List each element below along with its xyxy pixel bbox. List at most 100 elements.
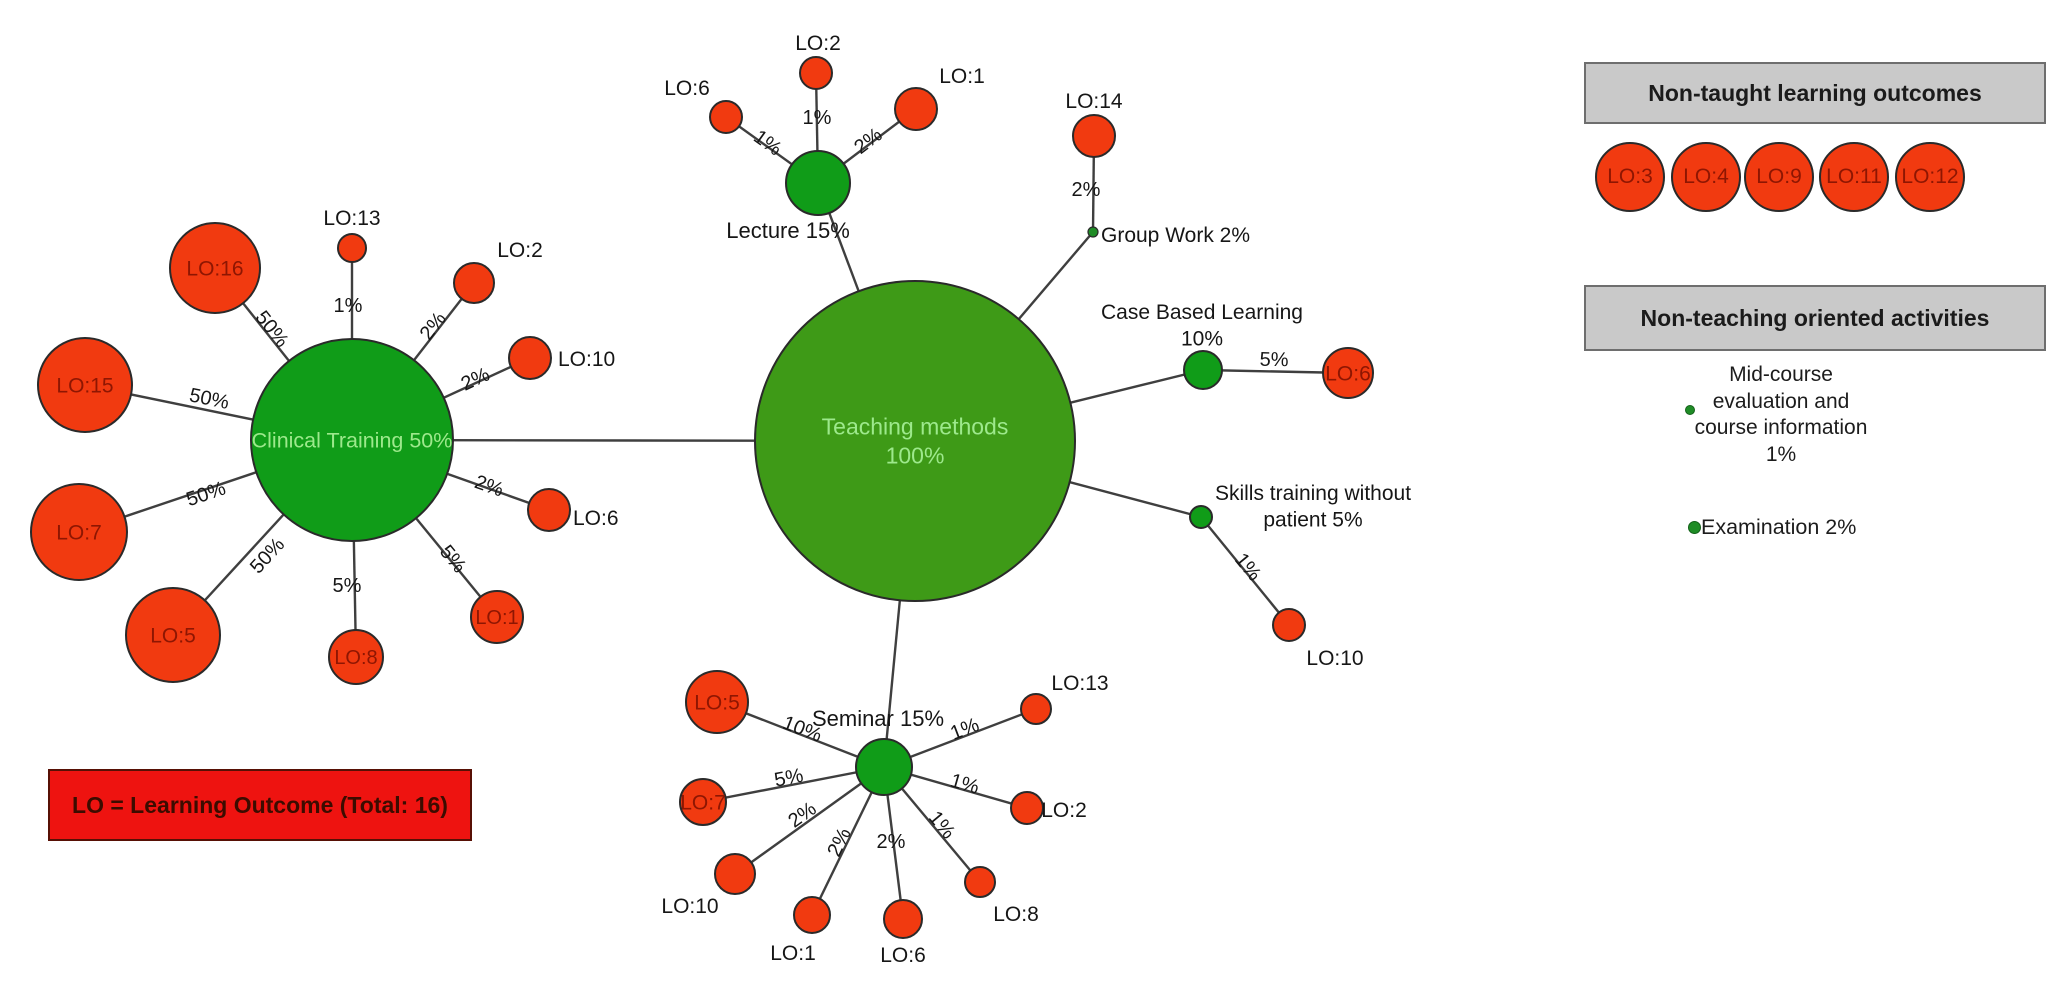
edge-seminar-sem-lo10 bbox=[734, 766, 885, 875]
label-cbl-lo6: LO:6 bbox=[1325, 362, 1371, 385]
node-lecture bbox=[785, 150, 851, 216]
label-case-based-learning: Case Based Learning 10% bbox=[1101, 301, 1303, 350]
edge-label-clinical-training-ct-lo7: 50% bbox=[184, 477, 229, 511]
node-ct-lo6 bbox=[527, 488, 571, 532]
mid-course-line: course information bbox=[1694, 416, 1868, 439]
node-ct-lo5 bbox=[125, 587, 221, 683]
legend-lo-circle-12: LO:12 bbox=[1895, 142, 1965, 212]
examination-entry: Examination 2% bbox=[1701, 515, 1857, 539]
label-ct-lo1: LO:1 bbox=[475, 607, 518, 629]
node-case-based-learning bbox=[1183, 350, 1223, 390]
node-sem-lo10 bbox=[714, 853, 756, 895]
edge-label-seminar-sem-lo13: 1% bbox=[947, 714, 982, 745]
legend-non-taught-box: Non-taught learning outcomes bbox=[1584, 62, 2046, 124]
label-ct-lo5: LO:5 bbox=[150, 624, 196, 647]
edge-label-clinical-training-ct-lo6: 2% bbox=[472, 471, 507, 501]
node-sem-lo5 bbox=[685, 670, 749, 734]
node-sem-lo2 bbox=[1010, 791, 1044, 825]
legend-lo-label: LO:12 bbox=[1901, 165, 1959, 188]
node-ct-lo15 bbox=[37, 337, 133, 433]
label-group-work: Group Work 2% bbox=[1101, 224, 1250, 247]
legend-non-taught-title: Non-taught learning outcomes bbox=[1648, 79, 1982, 106]
node-clinical-training bbox=[250, 338, 454, 542]
label-teaching-methods: Teaching methods 100% bbox=[822, 414, 1009, 469]
legend-lo-label: LO:3 bbox=[1607, 165, 1653, 188]
edge-seminar-sem-lo7 bbox=[702, 765, 885, 804]
node-ct-lo7 bbox=[30, 483, 128, 581]
node-ct-lo10 bbox=[508, 336, 552, 380]
mid-course-entry: Mid-course evaluation and course informa… bbox=[1656, 362, 1906, 468]
legend-lo-circle-3: LO:3 bbox=[1595, 142, 1665, 212]
label-ct-lo6: LO:6 bbox=[573, 507, 619, 530]
edge-label-seminar-sem-lo10: 2% bbox=[784, 798, 820, 833]
label-sem-lo6: LO:6 bbox=[880, 944, 926, 967]
label-sem-lo2: LO:2 bbox=[1041, 799, 1087, 822]
edge-label-case-based-learning-cbl-lo6: 5% bbox=[1259, 349, 1289, 372]
edge-skills-training-sk-lo10 bbox=[1200, 516, 1290, 626]
node-gw-lo14 bbox=[1072, 114, 1116, 158]
label-ct-lo7: LO:7 bbox=[56, 521, 102, 544]
mid-course-line: evaluation and bbox=[1712, 389, 1850, 413]
label-sem-lo10: LO:10 bbox=[661, 895, 718, 918]
legend-lo-circle-9: LO:9 bbox=[1744, 142, 1814, 212]
node-ct-lo16 bbox=[169, 222, 261, 314]
edge-label-lecture-lec-lo2: 1% bbox=[803, 107, 832, 129]
node-teaching-methods bbox=[754, 280, 1076, 602]
legend-lo-circle-4: LO:4 bbox=[1671, 142, 1741, 212]
edge-label-skills-training-sk-lo10: 1% bbox=[1230, 549, 1265, 585]
label-sem-lo7: LO:7 bbox=[680, 791, 726, 814]
label-ct-lo16: LO:16 bbox=[186, 257, 243, 280]
label-lec-lo2: LO:2 bbox=[795, 32, 841, 55]
edge-label-seminar-sem-lo8: 1% bbox=[924, 807, 960, 843]
mid-course-dot-icon bbox=[1685, 405, 1695, 415]
node-sk-lo10 bbox=[1272, 608, 1306, 642]
examination-dot-icon bbox=[1688, 521, 1701, 534]
node-seminar bbox=[855, 738, 913, 796]
edge-label-seminar-sem-lo7: 5% bbox=[773, 765, 806, 792]
edge-label-clinical-training-ct-lo16: 50% bbox=[251, 307, 293, 352]
node-skills-training bbox=[1189, 505, 1213, 529]
node-group-work bbox=[1087, 226, 1099, 238]
edge-label-clinical-training-ct-lo13: 1% bbox=[334, 295, 363, 317]
legend-lo-label: LO:4 bbox=[1683, 165, 1729, 188]
node-sem-lo6 bbox=[883, 899, 923, 939]
node-sem-lo1 bbox=[793, 896, 831, 934]
edge-label-seminar-sem-lo1: 2% bbox=[823, 824, 856, 860]
label-lecture: Lecture 15% bbox=[726, 218, 850, 243]
label-sk-lo10: LO:10 bbox=[1306, 647, 1363, 670]
node-lec-lo2 bbox=[799, 56, 833, 90]
node-ct-lo1 bbox=[470, 590, 524, 644]
node-lec-lo6 bbox=[709, 100, 743, 134]
label-ct-lo8: LO:8 bbox=[334, 647, 377, 669]
edge-label-clinical-training-ct-lo2: 2% bbox=[416, 308, 451, 344]
label-sem-lo1: LO:1 bbox=[770, 942, 816, 965]
mid-course-line: 1% bbox=[1765, 442, 1797, 466]
edge-label-clinical-training-ct-lo10: 2% bbox=[458, 363, 494, 395]
label-ct-lo13: LO:13 bbox=[323, 207, 380, 230]
mid-course-line: Mid-course bbox=[1729, 363, 1833, 386]
legend-non-teaching-box: Non-teaching oriented activities bbox=[1584, 285, 2046, 351]
node-lec-lo1 bbox=[894, 87, 938, 131]
label-sem-lo13: LO:13 bbox=[1051, 672, 1108, 695]
label-ct-lo15: LO:15 bbox=[56, 374, 113, 397]
node-sem-lo7 bbox=[679, 778, 727, 826]
label-sem-lo5: LO:5 bbox=[694, 691, 740, 714]
label-ct-lo10: LO:10 bbox=[558, 348, 615, 371]
edge-label-seminar-sem-lo2: 1% bbox=[948, 770, 982, 799]
node-ct-lo8 bbox=[328, 629, 384, 685]
label-lec-lo6: LO:6 bbox=[664, 77, 710, 100]
edge-label-seminar-sem-lo6: 2% bbox=[877, 831, 906, 853]
edge-label-group-work-gw-lo14: 2% bbox=[1072, 179, 1101, 201]
node-sem-lo8 bbox=[964, 866, 996, 898]
edge-label-clinical-training-ct-lo5: 50% bbox=[246, 534, 289, 579]
label-skills-training: Skills training without patient 5% bbox=[1215, 482, 1411, 531]
lo-footnote-box: LO = Learning Outcome (Total: 16) bbox=[48, 769, 472, 841]
label-clinical-training: Clinical Training 50% bbox=[252, 429, 453, 453]
label-seminar: Seminar 15% bbox=[812, 706, 944, 731]
legend-lo-label: LO:9 bbox=[1756, 165, 1802, 188]
legend-lo-circle-11: LO:11 bbox=[1819, 142, 1889, 212]
edge-label-clinical-training-ct-lo15: 50% bbox=[187, 384, 231, 414]
node-ct-lo13 bbox=[337, 233, 367, 263]
node-sem-lo13 bbox=[1020, 693, 1052, 725]
